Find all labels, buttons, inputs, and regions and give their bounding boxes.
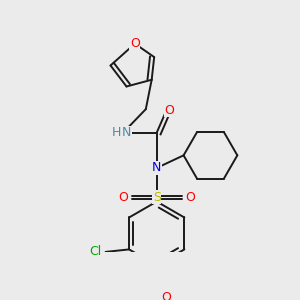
Text: N: N — [152, 161, 161, 174]
Text: O: O — [164, 103, 174, 116]
Text: O: O — [185, 191, 195, 204]
Text: O: O — [130, 37, 140, 50]
Text: O: O — [161, 291, 171, 300]
Text: N: N — [122, 126, 131, 139]
Text: Cl: Cl — [89, 245, 102, 258]
Text: O: O — [118, 191, 128, 204]
Text: S: S — [153, 191, 161, 204]
Text: H: H — [112, 126, 121, 139]
